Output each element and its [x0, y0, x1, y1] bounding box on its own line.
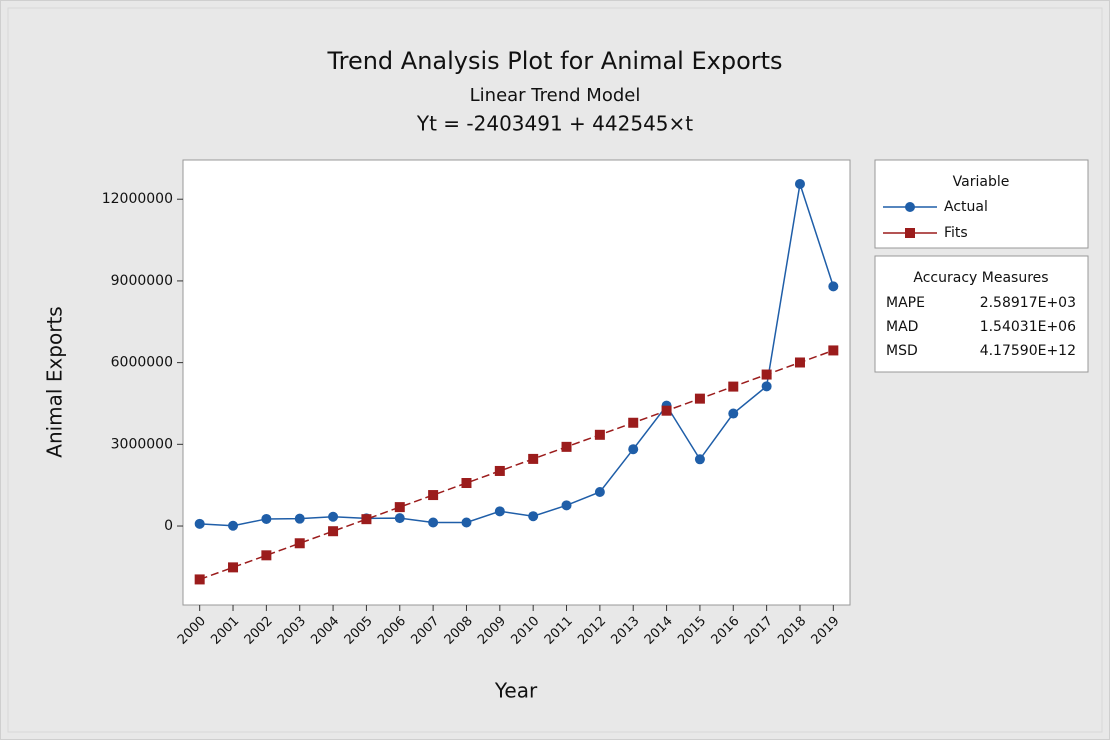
marker [528, 453, 539, 464]
marker [694, 393, 705, 404]
marker [728, 408, 739, 419]
y-tick-label: 0 [164, 518, 173, 534]
marker [761, 381, 772, 392]
marker [494, 506, 505, 517]
marker [194, 518, 205, 529]
marker [728, 381, 739, 392]
accuracy-value: 1.54031E+06 [980, 319, 1076, 335]
accuracy-box [874, 255, 1089, 373]
marker [394, 502, 405, 513]
marker [294, 513, 305, 524]
series-line [199, 349, 834, 581]
accuracy-value: 4.17590E+12 [980, 343, 1076, 359]
marker [328, 526, 339, 537]
plot-area [182, 159, 851, 606]
marker [828, 281, 839, 292]
marker [461, 478, 472, 489]
marker [261, 513, 272, 524]
marker [194, 574, 205, 585]
equation: Yt = -2403491 + 442545×t [416, 112, 693, 136]
accuracy-value: 2.58917E+03 [980, 295, 1076, 311]
marker [461, 517, 472, 528]
y-tick-label: 6000000 [111, 355, 173, 371]
y-tick-label: 3000000 [111, 436, 173, 452]
legend-marker [905, 228, 915, 238]
marker [594, 429, 605, 440]
accuracy-title: Accuracy Measures [913, 270, 1048, 286]
x-axis-label: Year [494, 679, 538, 703]
legend-label: Actual [944, 199, 988, 215]
marker [228, 520, 239, 531]
marker [828, 345, 839, 356]
accuracy-label: MSD [886, 343, 918, 359]
marker [294, 538, 305, 549]
marker [494, 465, 505, 476]
series-line [199, 183, 835, 527]
marker [628, 417, 639, 428]
marker [628, 444, 639, 455]
marker [761, 369, 772, 380]
marker [328, 511, 339, 522]
y-axis-label: Animal Exports [43, 306, 67, 457]
marker [228, 562, 239, 573]
marker [594, 486, 605, 497]
marker [261, 550, 272, 561]
legend-label: Fits [944, 225, 968, 241]
marker [528, 511, 539, 522]
marker [428, 517, 439, 528]
y-tick-label: 9000000 [111, 273, 173, 289]
y-tick-label: 12000000 [102, 191, 173, 207]
legend-title: Variable [953, 174, 1010, 190]
accuracy-label: MAPE [886, 295, 925, 311]
marker [794, 178, 805, 189]
marker [361, 514, 372, 525]
accuracy-label: MAD [886, 319, 918, 335]
legend-marker [905, 202, 915, 212]
marker [661, 405, 672, 416]
chart-subtitle: Linear Trend Model [470, 85, 641, 106]
marker [561, 500, 572, 511]
marker [394, 513, 405, 524]
marker [794, 357, 805, 368]
chart-title: Trend Analysis Plot for Animal Exports [326, 47, 782, 75]
marker [561, 441, 572, 452]
marker [428, 490, 439, 501]
marker [694, 454, 705, 465]
